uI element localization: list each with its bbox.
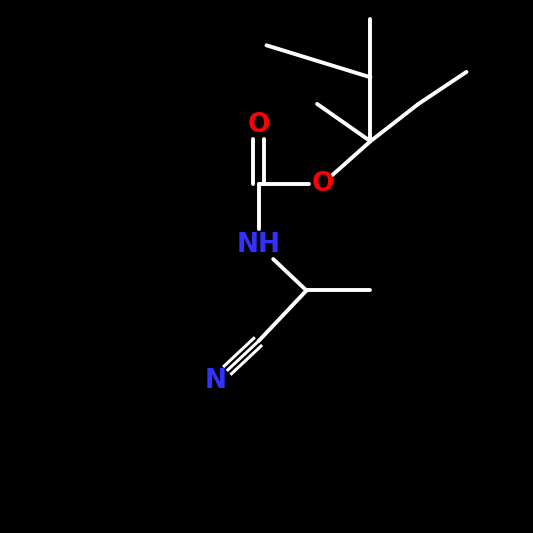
Text: NH: NH (237, 232, 280, 258)
Text: N: N (205, 368, 227, 394)
Text: O: O (311, 171, 334, 197)
Text: O: O (247, 112, 270, 138)
